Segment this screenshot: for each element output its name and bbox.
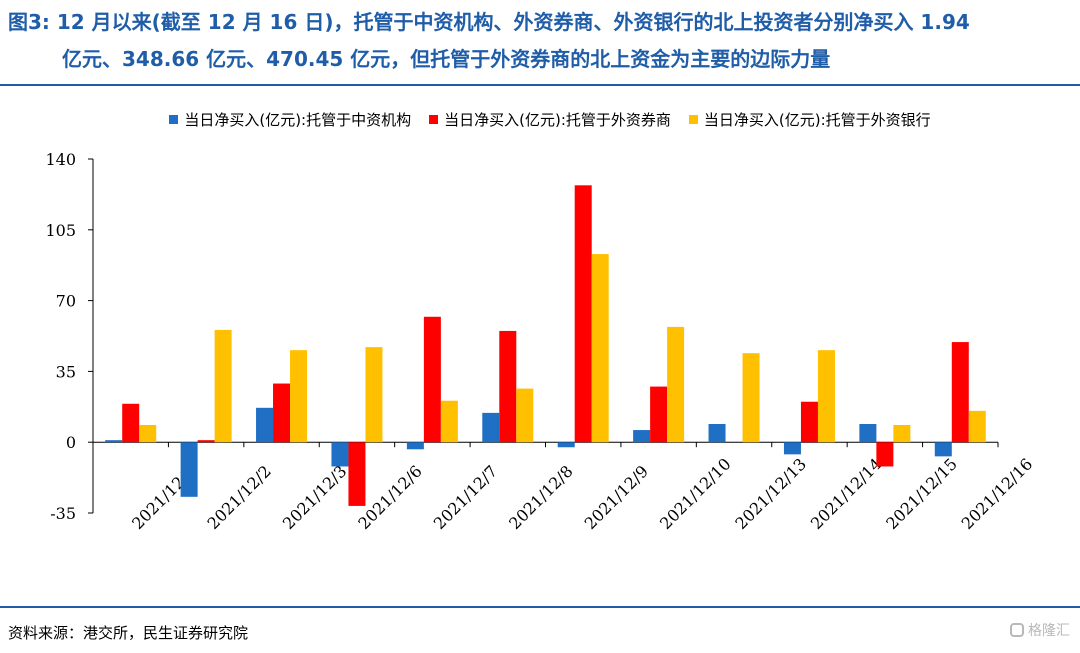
- legend-item-foreign-banks: 当日净买入(亿元):托管于外资银行: [688, 109, 931, 130]
- x-tick-label: 2021/12/16: [958, 454, 1037, 533]
- bar: [800, 401, 818, 443]
- legend-label: 当日净买入(亿元):托管于外资券商: [444, 110, 671, 129]
- bar: [574, 185, 592, 443]
- bottom-divider: [0, 606, 1080, 608]
- title-line-1: 图3: 12 月以来(截至 12 月 16 日)，托管于中资机构、外资券商、外资…: [8, 10, 970, 34]
- bar: [951, 342, 969, 443]
- y-tick-label: 35: [56, 362, 76, 381]
- legend-swatch-red: [429, 114, 439, 124]
- bar: [859, 423, 877, 443]
- x-tick-label: 2021/12/8: [505, 462, 576, 533]
- legend-swatch-blue: [169, 114, 179, 124]
- watermark-logo-icon: [1010, 623, 1024, 637]
- bar: [667, 326, 685, 443]
- bar: [273, 383, 291, 443]
- bar: [708, 423, 726, 443]
- bar: [440, 400, 458, 443]
- x-tick-label: 2021/12/9: [581, 462, 652, 533]
- legend-label: 当日净买入(亿元):托管于中资机构: [184, 110, 412, 129]
- bar: [482, 412, 500, 443]
- x-tick-label: 2021/12/10: [656, 454, 735, 533]
- top-divider: [0, 84, 1080, 86]
- bar: [742, 353, 760, 443]
- y-tick-label: -35: [50, 504, 76, 523]
- legend-label: 当日净买入(亿元):托管于外资银行: [703, 110, 931, 129]
- bar: [331, 442, 349, 467]
- bar: [197, 440, 215, 443]
- bar: [633, 430, 651, 443]
- bar: [365, 347, 383, 443]
- title-line-2: 亿元、348.66 亿元、470.45 亿元，但托管于外资券商的北上资金为主要的…: [62, 47, 831, 71]
- chart-legend: 当日净买入(亿元):托管于中资机构 当日净买入(亿元):托管于外资券商 当日净买…: [90, 108, 1010, 130]
- x-tick-label: 2021/12/2: [204, 462, 275, 533]
- bar: [817, 350, 835, 443]
- x-tick-label: 2021/12/13: [731, 454, 810, 533]
- bar: [516, 388, 534, 443]
- y-tick-label: 105: [45, 221, 76, 240]
- bar: [348, 442, 366, 506]
- bar: [122, 403, 140, 443]
- x-tick-label: 2021/12/7: [430, 462, 501, 533]
- bar: [256, 407, 274, 443]
- x-tick-label: 2021/12/14: [807, 454, 886, 533]
- y-tick-label: 140: [45, 150, 76, 169]
- bar: [139, 425, 157, 443]
- bar: [290, 350, 308, 443]
- bar: [893, 425, 911, 443]
- bar: [876, 442, 894, 467]
- bar: [591, 254, 609, 443]
- x-tick-label: 2021/12/3: [279, 462, 350, 533]
- bar: [214, 329, 232, 443]
- bar: [406, 442, 424, 450]
- bar: [783, 442, 801, 455]
- bar: [650, 386, 668, 443]
- bar: [423, 316, 441, 443]
- bar: [557, 442, 575, 448]
- bar: [105, 440, 123, 443]
- legend-item-foreign-brokers: 当日净买入(亿元):托管于外资券商: [429, 109, 671, 130]
- watermark: 格隆汇: [1010, 620, 1070, 640]
- y-tick-label: 0: [66, 433, 76, 452]
- chart-title: 图3: 12 月以来(截至 12 月 16 日)，托管于中资机构、外资券商、外资…: [8, 4, 1072, 78]
- legend-item-china-institutions: 当日净买入(亿元):托管于中资机构: [169, 109, 411, 130]
- watermark-text: 格隆汇: [1028, 623, 1070, 639]
- source-note: 资料来源：港交所，民生证券研究院: [8, 624, 249, 642]
- y-tick-label: 70: [56, 292, 76, 311]
- bar: [499, 330, 517, 443]
- bar: [934, 442, 952, 457]
- x-tick-label: 2021/12/15: [882, 454, 961, 533]
- legend-swatch-yellow: [688, 114, 698, 124]
- bar: [968, 410, 986, 443]
- bar: [180, 442, 198, 497]
